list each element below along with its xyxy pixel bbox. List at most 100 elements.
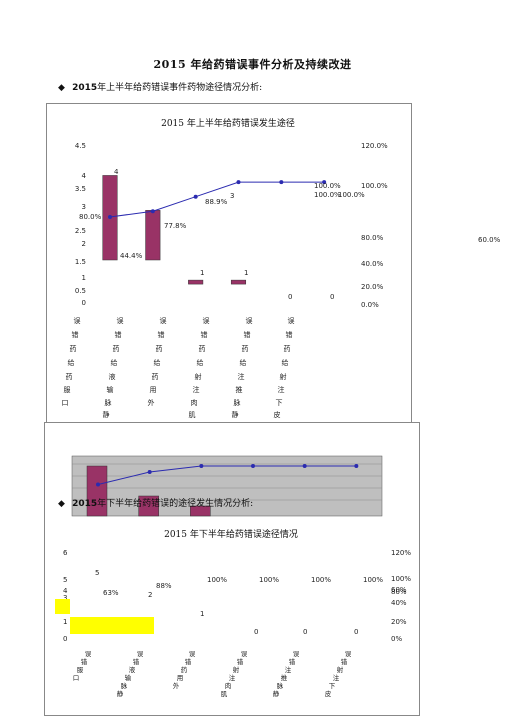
chart1-y2-tick: 40.0% bbox=[361, 260, 384, 268]
chart1-x-label-char: 误 bbox=[159, 317, 167, 325]
chart2-pct-label: 100% bbox=[363, 576, 383, 584]
chart2-y2-tick: 0% bbox=[391, 635, 402, 643]
chart1-x-label-char: 脉 bbox=[104, 399, 112, 407]
chart1-bar-label: 0 bbox=[330, 293, 334, 301]
chart2-mini-point bbox=[251, 464, 255, 468]
diamond-bullet-icon: ◆ bbox=[58, 499, 65, 509]
chart1-x-label-char: 下 bbox=[275, 399, 283, 407]
chart2-x-label-char: 注 bbox=[332, 674, 340, 682]
chart2-x-label-char: 下 bbox=[328, 682, 336, 690]
section2-heading: ◆ 2015年下半年给药错误的途径发生情况分析: bbox=[58, 496, 253, 509]
chart1-x-label-char: 给 bbox=[196, 359, 204, 367]
chart2-title: 2015 年下半年给药错误途径情况 bbox=[164, 530, 298, 540]
chart1-x-label-char: 药 bbox=[198, 345, 206, 353]
chart2-x-label-char: 误 bbox=[344, 650, 352, 658]
chart2-y-tick: 1 bbox=[63, 618, 67, 626]
section2-year: 2015 bbox=[72, 499, 98, 509]
chart1-x-label-char: 给 bbox=[67, 359, 75, 367]
chart2-x-label-char: 误 bbox=[188, 650, 196, 658]
chart1-x-label-char: 皮 bbox=[273, 411, 281, 419]
diamond-bullet-icon: ◆ bbox=[58, 83, 65, 93]
chart1-x-label-char: 错 bbox=[243, 331, 251, 339]
chart1-y-tick: 2 bbox=[82, 240, 86, 248]
chart1-x-label-char: 药 bbox=[65, 373, 73, 381]
chart2-y2-tick: 20% bbox=[391, 618, 407, 626]
chart1-bar-label: 4 bbox=[114, 168, 119, 176]
chart2-mini-point bbox=[302, 464, 307, 468]
chart1-y-tick: 0 bbox=[82, 299, 86, 307]
chart1-x-label-char: 注 bbox=[277, 386, 285, 394]
chart1-cumulative-line bbox=[109, 181, 325, 218]
chart1-bar-label: 3 bbox=[230, 192, 234, 200]
chart2-y-tick: 4 bbox=[63, 587, 68, 595]
chart2-x-label-char: 肌 bbox=[220, 690, 228, 698]
chart1-x-label-char: 输 bbox=[106, 386, 114, 394]
chart2-x-label-char: 射 bbox=[336, 666, 344, 674]
section1-heading: ◆ 2015年上半年给药错误事件药物途径情况分析: bbox=[58, 80, 262, 93]
chart2-y2-tick: 100% bbox=[391, 575, 411, 583]
chart2-mini-point bbox=[354, 464, 359, 468]
chart2-x-label-char: 误 bbox=[136, 650, 144, 658]
chart1-bar-label: 1 bbox=[200, 269, 204, 277]
chart2-pct-label: 100% bbox=[311, 576, 331, 584]
chart1-pct-label: 100.0% bbox=[314, 191, 341, 199]
chart1-x-label-char: 错 bbox=[200, 331, 208, 339]
chart1-y2-tick: 120.0% bbox=[361, 142, 388, 150]
chart1-line-point bbox=[322, 180, 327, 185]
chart1-y-tick: 2.5 bbox=[75, 227, 86, 235]
chart1-x-label-char: 给 bbox=[153, 359, 161, 367]
chart2-y-tick: 6 bbox=[63, 549, 68, 557]
chart1-x-label-char: 推 bbox=[235, 386, 243, 394]
chart1-x-label-char: 错 bbox=[71, 331, 79, 339]
chart2-x-label-char: 用 bbox=[176, 674, 184, 682]
chart1-line-point bbox=[279, 180, 284, 185]
chart2-x-label-char: 误 bbox=[240, 650, 248, 658]
chart1-pct-label: 77.8% bbox=[164, 222, 187, 230]
chart2-bar-label: 2 bbox=[148, 591, 152, 599]
chart1-bar bbox=[188, 279, 204, 285]
chart2-x-label-char: 服 bbox=[76, 666, 84, 674]
chart2-bar-label: 5 bbox=[95, 569, 99, 577]
chart2-y2-tick: 40% bbox=[391, 599, 407, 607]
chart2-mini-line bbox=[97, 465, 357, 485]
document-title: 2015 年给药错误事件分析及持续改进 bbox=[153, 58, 352, 71]
chart2-mini-bar bbox=[138, 495, 159, 517]
section2-text: 年下半年给药错误的途径发生情况分析: bbox=[97, 499, 254, 509]
chart2-x-label-char: 输 bbox=[124, 674, 132, 682]
chart1-y-tick: 1.5 bbox=[75, 258, 86, 266]
chart1-x-label-char: 服 bbox=[63, 386, 71, 394]
chart2-x-label-char: 液 bbox=[128, 666, 136, 674]
chart1-x-label-char: 液 bbox=[108, 373, 116, 381]
chart2-x-label-char: 错 bbox=[340, 658, 348, 666]
chart1-y2-tick: 80.0% bbox=[361, 234, 384, 242]
chart1-x-label-char: 肌 bbox=[188, 411, 196, 419]
chart2-bar-label: 1 bbox=[200, 610, 204, 618]
chart1-pct-label: 100.0% bbox=[314, 182, 341, 190]
chart2-mini-bar bbox=[86, 465, 108, 517]
chart2-x-label-char: 肉 bbox=[224, 682, 232, 690]
chart1-x-label-char: 用 bbox=[149, 386, 157, 394]
chart1-y-tick: 0.5 bbox=[75, 287, 86, 295]
chart2-bar-label: 0 bbox=[303, 628, 307, 636]
chart2-pct-label: 100% bbox=[259, 576, 279, 584]
chart2-y-tick: 0 bbox=[63, 635, 67, 643]
chart2-bar-label: 0 bbox=[254, 628, 258, 636]
chart1-line-point bbox=[107, 215, 112, 219]
chart2-pct-label: 63% bbox=[103, 589, 119, 597]
chart1-x-label-char: 注 bbox=[237, 373, 245, 381]
chart1-x-label-char: 药 bbox=[151, 373, 159, 381]
chart2-x-label-char: 静 bbox=[116, 690, 124, 698]
chart1-x-label-char: 错 bbox=[114, 331, 122, 339]
chart2-mini-bar bbox=[190, 505, 211, 517]
chart2-x-label-char: 药 bbox=[180, 666, 188, 674]
chart1-x-label-char: 误 bbox=[116, 317, 124, 325]
chart2-x-label-char: 误 bbox=[292, 650, 300, 658]
chart2-mini-point bbox=[96, 482, 100, 487]
chart2-y-tick: 5 bbox=[63, 576, 67, 584]
chart1-x-label-char: 药 bbox=[283, 345, 291, 353]
chart1-x-label-char: 错 bbox=[285, 331, 293, 339]
chart1-x-label-char: 给 bbox=[239, 359, 247, 367]
